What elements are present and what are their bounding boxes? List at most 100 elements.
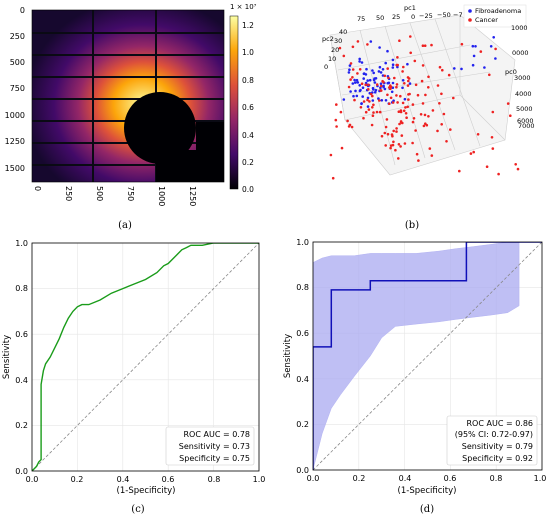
- y-tick: 1500: [5, 164, 25, 173]
- cancer-point: [390, 133, 394, 136]
- fibroadenoma-point: [386, 49, 389, 53]
- panel-d-y-ticks: 0.0 0.2 0.4 0.6 0.8 1.0: [296, 238, 309, 475]
- cancer-point: [393, 76, 396, 80]
- x-tick: 1000: [157, 186, 166, 206]
- x-tick: 750: [126, 186, 135, 201]
- cancer-point: [389, 146, 392, 150]
- cancer-point: [407, 93, 410, 96]
- cancer-point: [414, 129, 417, 132]
- pca-points: [329, 35, 520, 180]
- fibroadenoma-point: [348, 64, 352, 67]
- cancer-point: [384, 125, 388, 129]
- x-axis-label: (1-Specificity): [398, 486, 457, 496]
- pc1-tick: 50: [376, 14, 384, 22]
- fibroadenoma-point: [391, 63, 395, 66]
- pc2-ticks: 40 30 20 10 0: [324, 28, 347, 71]
- x-tick: 0: [33, 186, 42, 191]
- panel-d: 0.0 0.2 0.4 0.6 0.8 1.0 0.0 0.2 0.4 0.6 …: [283, 238, 546, 515]
- cancer-point: [447, 73, 451, 77]
- cancer-point: [380, 134, 384, 138]
- cancer-point: [401, 121, 404, 125]
- x-tick: 0.4: [117, 475, 130, 484]
- legend-marker-cancer: [468, 18, 472, 22]
- fibroadenoma-point: [471, 44, 475, 48]
- cancer-point: [458, 169, 461, 173]
- cancer-point: [402, 109, 406, 113]
- cancer-point: [335, 125, 338, 128]
- cancer-point: [472, 150, 476, 154]
- cancer-point: [402, 65, 405, 69]
- cancer-point: [449, 128, 452, 131]
- x-tick: 0.8: [208, 475, 221, 484]
- cancer-point: [424, 122, 427, 125]
- fibroadenoma-point: [364, 73, 368, 76]
- cancer-point: [372, 103, 375, 107]
- cancer-point: [353, 98, 356, 102]
- cancer-point: [351, 76, 354, 79]
- cancer-point: [406, 84, 410, 87]
- pc3-tick: 7000: [518, 122, 535, 130]
- y-tick: 0.0: [15, 467, 28, 476]
- cancer-point: [436, 129, 439, 133]
- cancer-point: [346, 119, 349, 123]
- pc1-tick: 0: [411, 13, 415, 21]
- cancer-point: [440, 123, 444, 126]
- fibroadenoma-point: [401, 79, 405, 82]
- cancer-point: [364, 83, 368, 87]
- cancer-point: [383, 74, 387, 78]
- fibroadenoma-point: [353, 78, 356, 82]
- sensitivity-text: Sensitivity = 0.73: [179, 442, 250, 451]
- cancer-point: [428, 147, 432, 150]
- pc2-tick: 0: [324, 63, 328, 71]
- pc3-tick: 4000: [515, 90, 532, 98]
- fibroadenoma-point: [373, 81, 377, 84]
- cancer-point: [491, 110, 495, 114]
- cancer-point: [362, 116, 365, 120]
- cancer-point: [438, 102, 441, 105]
- cancer-point: [395, 130, 398, 133]
- colorbar-tick: 0.6: [242, 103, 254, 112]
- cancer-point: [421, 64, 425, 67]
- cancer-point: [387, 76, 390, 80]
- pc3-tick: 5000: [516, 105, 533, 113]
- cancer-point: [395, 83, 399, 86]
- x-tick: 500: [95, 186, 104, 201]
- x-axis-label: (1-Specificity): [117, 486, 176, 496]
- pc1-tick: −7: [453, 11, 463, 19]
- cancer-point: [442, 112, 446, 116]
- x-tick: 0.2: [353, 474, 366, 483]
- cancer-point: [514, 163, 517, 166]
- fibroadenoma-point: [362, 77, 366, 80]
- legend-label-cancer: Cancer: [475, 16, 498, 24]
- chance-diagonal: [313, 242, 542, 470]
- fibroadenoma-point: [366, 96, 370, 100]
- cancer-point: [371, 106, 374, 109]
- fibroadenoma-point: [387, 81, 391, 85]
- panel-label-c: (c): [131, 504, 145, 515]
- cancer-point: [367, 83, 370, 87]
- cancer-point: [411, 103, 415, 106]
- cancer-point: [379, 84, 383, 88]
- cancer-point: [422, 124, 426, 128]
- fibroadenoma-point: [347, 71, 351, 74]
- cancer-point: [427, 115, 430, 118]
- cancer-point: [404, 106, 407, 109]
- cancer-point: [476, 133, 480, 136]
- fibroadenoma-point: [348, 68, 351, 71]
- cancer-point: [358, 68, 362, 71]
- y-tick: 1.0: [296, 238, 309, 247]
- x-tick: 250: [64, 186, 73, 201]
- fibroadenoma-point: [474, 45, 477, 48]
- cancer-point: [386, 93, 389, 97]
- cancer-point: [379, 89, 383, 92]
- colorbar-scale-bar: [229, 15, 239, 190]
- panel-c-y-ticks: 0.0 0.2 0.4 0.6 0.8 1.0: [15, 239, 28, 476]
- cancer-point: [479, 50, 483, 53]
- y-tick: 0.6: [296, 329, 309, 338]
- panel-c-x-ticks: 0.0 0.2 0.4 0.6 0.8 1.0: [26, 475, 266, 484]
- cancer-point: [397, 110, 401, 113]
- cancer-point: [416, 93, 420, 97]
- cancer-point: [362, 100, 366, 103]
- fibroadenoma-point: [358, 84, 362, 87]
- cancer-point: [490, 136, 494, 139]
